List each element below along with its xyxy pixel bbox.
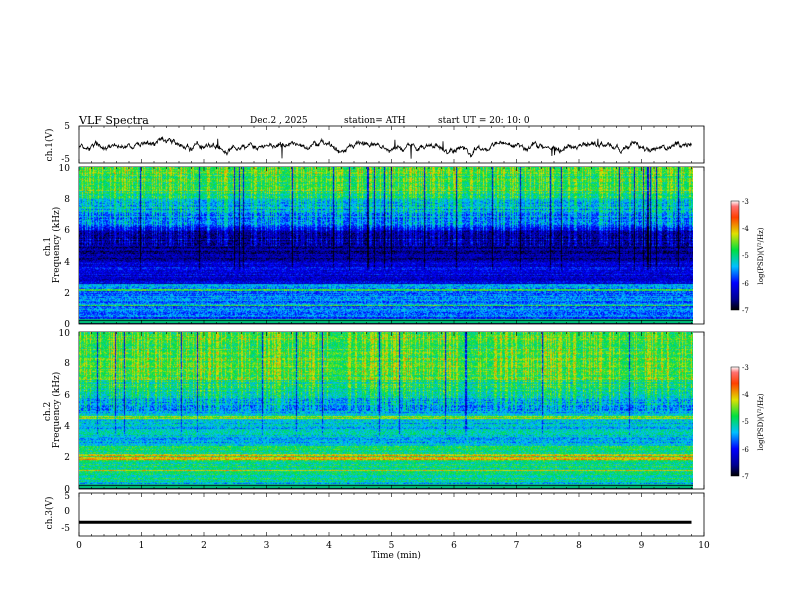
ch1-waveform-panel: 5 -5 ch.1(V): [44, 122, 705, 165]
ch3-x-ticks: [78, 493, 705, 536]
x-tick-label-8: 8: [576, 541, 582, 551]
x-tick-label-0: 0: [76, 541, 82, 551]
ch1-spectrogram-heatmap: [79, 167, 693, 324]
ch3-ylabel: ch.3(V): [44, 497, 55, 530]
ch1-waveform-series: [78, 135, 692, 159]
ch1-x-ticks: [78, 126, 705, 163]
ch3-ytick-neg5: -5: [61, 524, 70, 534]
x-tick-label-9: 9: [639, 541, 645, 551]
ch1-spectrogram-ticks: [78, 167, 705, 324]
start-ut-label: start UT = 20: 10: 0: [438, 116, 530, 126]
ch3-waveform-panel: 5 0 -5 ch.3(V): [44, 492, 705, 537]
x-tick-label-2: 2: [201, 541, 207, 551]
ch3-ytick-0: 0: [64, 507, 70, 517]
station-label: station= ATH: [344, 116, 406, 126]
ch2-cb-tick-5: -5: [742, 418, 749, 426]
ch2-ytick-4: 4: [64, 422, 70, 432]
ch2-spectrogram-heatmap: [79, 332, 693, 489]
ch2-cb-tick-4: -4: [742, 391, 749, 399]
ch1-cb-tick-7: -7: [742, 307, 749, 315]
ch2-cb-tick-6: -6: [742, 446, 749, 454]
date-label: Dec.2 , 2025: [250, 116, 308, 126]
ch1-ytick-8: 8: [64, 195, 70, 205]
ch2-spectrogram-ticks: [78, 332, 705, 489]
ch2-ytick-6: 6: [64, 391, 70, 401]
ch1-spectrogram-ylabel: ch.1 Frequency (kHz): [43, 207, 62, 284]
ch2-ytick-8: 8: [64, 359, 70, 369]
ch3-waveform-frame: [78, 492, 705, 537]
ch1-ytick-0: 0: [64, 320, 70, 330]
ch1-spectrogram-panel: 0 2 4 6 8 10 ch.1 Frequency (kHz) -3 -4 …: [43, 164, 765, 330]
x-tick-label-7: 7: [514, 541, 520, 551]
ch1-cb-tick-4: -4: [742, 225, 749, 233]
ch2-ytick-2: 2: [64, 453, 70, 463]
ch2-ylabel-line1: ch.2: [43, 402, 53, 421]
ch2-spectrogram-panel: 0 2 4 6 8 10 ch.2 Frequency (kHz) -3 -4 …: [43, 329, 765, 495]
ch2-spectrogram-ylabel: ch.2 Frequency (kHz): [43, 372, 62, 449]
ch1-ytick-2: 2: [64, 289, 70, 299]
ch1-ylabel: ch.1(V): [44, 129, 55, 162]
ch1-ytick-neg5: -5: [61, 155, 70, 165]
ch2-ytick-10: 10: [59, 329, 71, 339]
ch1-ytick-10: 10: [59, 164, 71, 174]
x-tick-label-3: 3: [264, 541, 270, 551]
x-tick-label-5: 5: [389, 541, 395, 551]
x-tick-label-10: 10: [698, 541, 710, 551]
x-axis-tick-labels: 0 1 2 3 4 5 6 7 8 9 10: [76, 541, 710, 551]
ch1-colorbar: [730, 200, 740, 311]
ch2-cb-tick-7: -7: [742, 473, 749, 481]
ch1-cb-tick-5: -5: [742, 252, 749, 260]
ch1-ytick-4: 4: [64, 258, 70, 268]
ch2-ylabel-line2: Frequency (kHz): [51, 372, 62, 449]
ch1-ylabel-line2: Frequency (kHz): [51, 207, 62, 284]
ch1-cb-tick-6: -6: [742, 280, 749, 288]
ch2-colorbar: [730, 366, 740, 477]
x-axis-label: Time (min): [371, 550, 421, 561]
x-tick-label-4: 4: [326, 541, 332, 551]
ch1-ytick-5: 5: [64, 122, 70, 132]
ch1-cb-tick-3: -3: [742, 198, 749, 206]
ch2-cb-tick-3: -3: [742, 364, 749, 372]
ch1-ytick-6: 6: [64, 226, 70, 236]
ch1-colorbar-label: log(PSD)(V²/Hz): [757, 227, 765, 284]
x-tick-label-6: 6: [451, 541, 457, 551]
x-tick-label-1: 1: [139, 541, 145, 551]
figure-title: VLF Spectra: [78, 114, 149, 127]
ch2-colorbar-label: log(PSD)(V²/Hz): [757, 393, 765, 450]
ch2-ytick-0: 0: [64, 485, 70, 495]
ch3-ytick-5: 5: [64, 492, 70, 502]
ch1-ylabel-line1: ch.1: [43, 237, 53, 256]
